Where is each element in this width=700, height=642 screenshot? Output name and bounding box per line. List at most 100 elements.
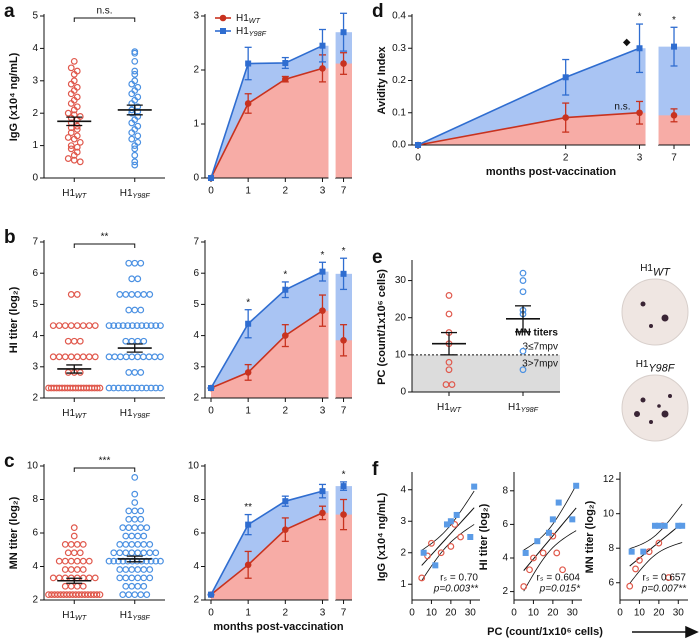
data-point bbox=[140, 582, 148, 590]
data-point bbox=[140, 549, 148, 557]
data-point bbox=[152, 384, 160, 392]
data-point bbox=[519, 269, 527, 277]
y-tick-label: 0.1 bbox=[392, 107, 406, 118]
x-tick-label-sub: WT bbox=[450, 405, 462, 414]
data-point bbox=[67, 557, 75, 565]
annotation: p=0.007** bbox=[641, 584, 687, 595]
x-tick-label: 1 bbox=[245, 186, 251, 197]
x-tick-label: 20 bbox=[653, 608, 665, 619]
y-tick-label: 6 bbox=[193, 268, 199, 279]
data-point bbox=[129, 384, 136, 392]
data-point bbox=[522, 549, 529, 556]
fit-band bbox=[523, 485, 577, 551]
data-point bbox=[134, 540, 142, 548]
data-point bbox=[76, 158, 84, 166]
annotation: p=0.003** bbox=[433, 584, 479, 595]
data-point bbox=[128, 135, 136, 143]
data-point bbox=[471, 483, 478, 490]
y-tick-label: 7 bbox=[193, 237, 199, 248]
x-axis-label: months post-vaccination bbox=[213, 621, 343, 633]
x-tick-label: 10 bbox=[634, 608, 646, 619]
data-point bbox=[122, 337, 130, 345]
y-axis-label: HI titer (log₂) bbox=[8, 286, 20, 353]
data-point bbox=[79, 557, 87, 565]
y-tick-label: 0 bbox=[32, 173, 38, 184]
data-point bbox=[105, 353, 113, 361]
data-point bbox=[424, 552, 431, 560]
data-point bbox=[79, 540, 87, 548]
x-tick-label: 10 bbox=[426, 608, 438, 619]
data-point bbox=[134, 566, 142, 573]
data-point bbox=[125, 259, 133, 267]
data-point bbox=[437, 549, 445, 557]
data-point bbox=[137, 259, 145, 267]
x-tick-label: 0 bbox=[409, 608, 415, 619]
y-tick-label: 6 bbox=[608, 577, 614, 588]
data-point bbox=[131, 524, 139, 532]
y-tick-label: 1 bbox=[400, 579, 406, 590]
data-point bbox=[128, 549, 136, 557]
data-point bbox=[85, 322, 93, 330]
data-point bbox=[64, 134, 72, 141]
x-tick-label: 30 bbox=[465, 608, 477, 619]
data-point bbox=[520, 583, 528, 590]
data-point bbox=[131, 158, 139, 166]
panel-letter: f bbox=[372, 459, 379, 480]
plate-spot bbox=[640, 397, 646, 403]
fit-band bbox=[629, 542, 683, 584]
panel-letter: d bbox=[372, 1, 384, 22]
data-point bbox=[79, 322, 87, 330]
data-point bbox=[665, 574, 672, 581]
data-point bbox=[146, 574, 154, 582]
x-tick-label: H1Y98F bbox=[120, 408, 151, 420]
y-axis-label: IgG (x10⁴ ng/mL) bbox=[8, 52, 20, 141]
data-point bbox=[70, 57, 78, 65]
data-point bbox=[125, 591, 133, 599]
data-point bbox=[128, 540, 136, 548]
data-point bbox=[105, 384, 113, 392]
data-point bbox=[519, 288, 527, 296]
data-point bbox=[55, 322, 63, 330]
data-point bbox=[340, 60, 347, 67]
x-tick-label: 30 bbox=[673, 608, 685, 619]
x-tick-label-sub: WT bbox=[75, 411, 87, 420]
data-point bbox=[134, 132, 142, 140]
x-tick-label-base: H1 bbox=[62, 610, 75, 621]
data-point bbox=[91, 353, 99, 361]
annotation: n.s. bbox=[614, 101, 630, 112]
data-point bbox=[340, 270, 347, 277]
data-point bbox=[152, 557, 160, 565]
x-axis-label: PC (count/1x10⁶ cells) bbox=[487, 626, 603, 638]
data-point bbox=[319, 65, 326, 72]
fit-band bbox=[421, 490, 475, 551]
data-point bbox=[49, 574, 57, 582]
data-point bbox=[553, 549, 561, 557]
data-point bbox=[140, 566, 148, 573]
y-axis-label: MN titer (log₂) bbox=[8, 496, 20, 569]
data-point bbox=[282, 286, 289, 293]
x-tick-label: 1 bbox=[245, 406, 251, 417]
data-point bbox=[208, 591, 214, 598]
annotation: p=0.015* bbox=[539, 584, 581, 595]
area-block bbox=[335, 340, 352, 398]
x-tick-label: 30 bbox=[567, 608, 579, 619]
data-point bbox=[64, 549, 72, 557]
data-point bbox=[443, 521, 450, 528]
data-point bbox=[128, 100, 136, 107]
x-tick-label: H1WT bbox=[62, 188, 87, 200]
area bbox=[211, 310, 329, 398]
data-point bbox=[143, 524, 151, 532]
x-tick-label: 7 bbox=[341, 406, 347, 417]
data-point bbox=[131, 515, 139, 523]
y-tick-label: 6 bbox=[32, 528, 38, 539]
x-tick-label-base: H1 bbox=[120, 408, 133, 419]
data-point bbox=[79, 566, 87, 573]
data-point bbox=[559, 566, 566, 574]
data-point bbox=[134, 574, 142, 582]
threshold-label: 3>7mpv bbox=[522, 358, 558, 369]
significance-label: *** bbox=[99, 456, 111, 467]
data-point bbox=[67, 145, 75, 153]
y-tick-label: 2 bbox=[193, 65, 199, 76]
y-tick-label: 3 bbox=[193, 361, 199, 372]
